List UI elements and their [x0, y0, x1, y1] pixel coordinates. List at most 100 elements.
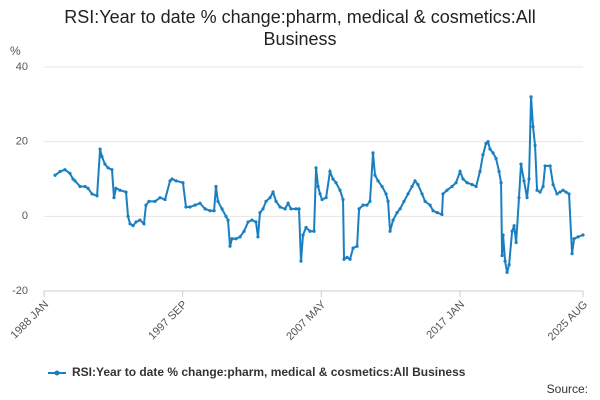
point	[474, 184, 478, 189]
point	[454, 181, 458, 185]
point	[416, 183, 420, 187]
point	[106, 166, 110, 170]
point	[314, 166, 318, 170]
point	[572, 237, 576, 241]
point	[373, 173, 377, 177]
point	[258, 211, 262, 215]
point	[134, 220, 138, 224]
point	[341, 197, 345, 202]
point	[78, 184, 82, 189]
point	[512, 224, 516, 228]
point	[174, 179, 178, 183]
point	[538, 190, 542, 194]
point	[522, 179, 526, 183]
source: Source:	[547, 382, 588, 396]
point	[216, 199, 220, 203]
point	[365, 203, 369, 207]
point	[376, 179, 380, 183]
point	[90, 192, 94, 196]
x-tick-label: 2017 JAN	[424, 299, 467, 342]
point	[181, 181, 185, 185]
point	[531, 125, 535, 129]
point	[499, 181, 503, 185]
point	[413, 179, 417, 183]
point	[470, 183, 474, 187]
point	[86, 186, 90, 190]
point	[203, 207, 207, 211]
point	[153, 199, 157, 203]
point	[558, 190, 562, 194]
point	[384, 192, 388, 196]
point	[497, 169, 501, 174]
point	[226, 218, 230, 222]
point	[163, 197, 167, 202]
point	[488, 147, 492, 151]
point	[53, 173, 57, 177]
point	[494, 156, 498, 161]
point	[212, 209, 216, 213]
point	[68, 171, 72, 175]
point	[198, 201, 202, 205]
point	[570, 252, 574, 256]
point	[193, 203, 197, 207]
point	[147, 199, 151, 203]
point	[351, 246, 355, 250]
x-tick-label: 1997 SEP	[146, 299, 190, 343]
point	[230, 237, 234, 241]
point	[114, 186, 118, 190]
point	[214, 184, 218, 189]
point	[440, 212, 444, 217]
point	[220, 207, 224, 211]
point	[261, 207, 265, 211]
point	[271, 190, 275, 194]
x-tick-label: 2007 MAY	[284, 298, 329, 343]
point	[324, 196, 328, 200]
point	[110, 168, 114, 172]
point	[250, 218, 254, 222]
point	[529, 95, 533, 99]
point	[380, 184, 384, 189]
point	[83, 184, 87, 189]
point	[297, 207, 301, 211]
point	[431, 209, 435, 213]
point	[348, 257, 352, 261]
point	[73, 179, 77, 183]
point	[170, 177, 174, 181]
point	[361, 203, 365, 207]
point	[510, 229, 514, 233]
point	[334, 181, 338, 185]
point	[316, 184, 320, 189]
point	[428, 203, 432, 207]
point	[507, 263, 511, 267]
point	[144, 203, 148, 207]
point	[491, 151, 495, 155]
point	[423, 199, 427, 203]
point	[581, 233, 585, 237]
point	[301, 233, 305, 237]
point	[224, 214, 228, 218]
y-axis-label: %	[10, 44, 21, 58]
point	[368, 199, 372, 203]
point	[398, 207, 402, 211]
point	[331, 177, 335, 181]
point	[312, 229, 316, 233]
point	[320, 197, 324, 202]
point	[158, 196, 162, 200]
point	[458, 169, 462, 174]
point	[461, 177, 465, 181]
legend-marker	[54, 370, 60, 376]
point	[131, 224, 135, 228]
point	[112, 196, 116, 200]
point	[535, 188, 539, 192]
point	[410, 184, 414, 189]
point	[142, 222, 146, 226]
y-tick-label: 40	[16, 61, 28, 73]
point	[465, 181, 469, 185]
point	[567, 192, 571, 196]
point	[371, 151, 375, 155]
point	[308, 229, 312, 233]
point	[402, 199, 406, 203]
point	[328, 169, 332, 174]
point	[128, 222, 132, 226]
